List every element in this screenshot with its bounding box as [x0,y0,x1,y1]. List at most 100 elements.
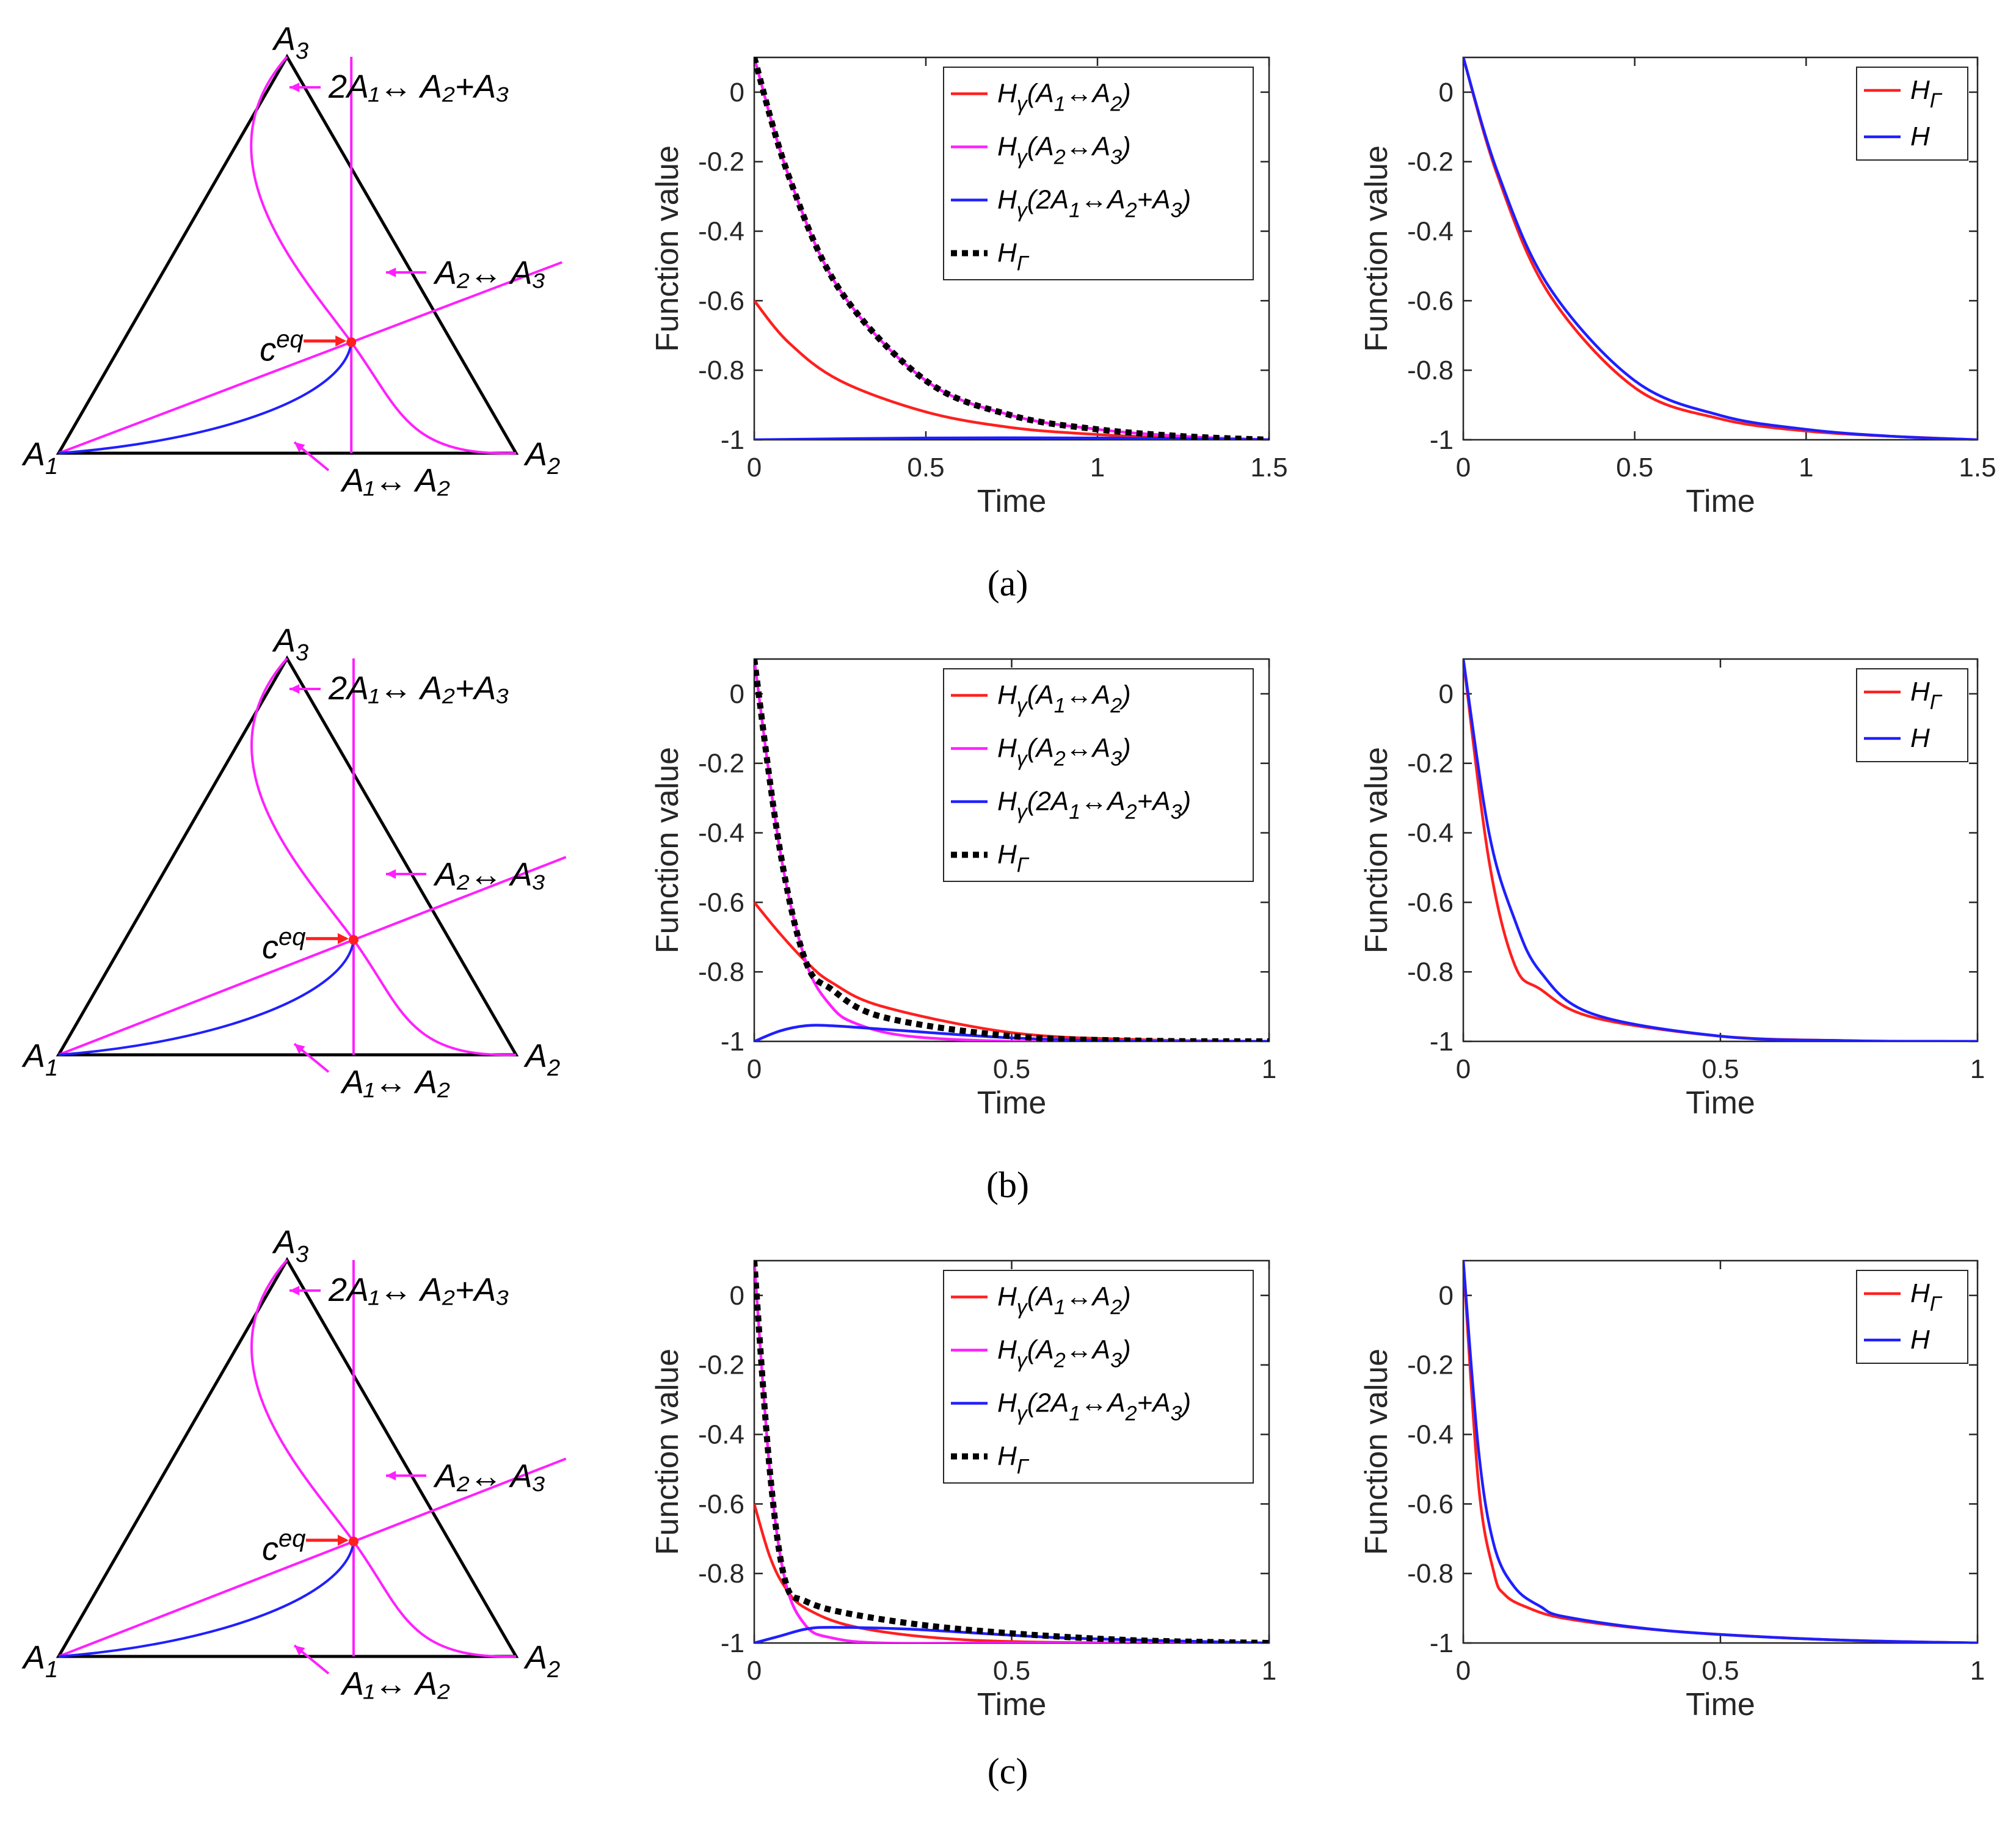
ceq-label: ceq [260,326,304,368]
reaction-arrow-2a1-head [289,1286,300,1295]
equilibrium-curve [250,1259,517,1658]
reaction-arrow-a1a2-head [294,1645,305,1656]
vertex-label-a1: A1 [21,1639,58,1683]
y-tick-label: -0.2 [698,749,744,779]
reaction-arrow-a1a2-head [294,1044,305,1054]
series-line-Hγ(A1↔A2) [754,1503,1269,1643]
y-axis-label: Function value [650,1349,685,1555]
simplex-triangle [56,53,519,455]
x-axis-label: Time [1686,1687,1755,1722]
y-axis-label: Function value [1359,747,1394,953]
x-tick-label: 0.5 [1701,1656,1739,1686]
y-axis-label: Function value [1359,1349,1394,1555]
legend-label: Hγ(2A1↔A2+A3) [997,185,1191,222]
legend-label: HΓ [997,840,1030,877]
y-tick-label: -1 [721,1628,744,1658]
y-tick-label: 0 [1439,1281,1454,1311]
legend-box [943,1270,1254,1484]
reaction-label-2a1: 2A₁↔ A₂+A₃ [328,670,509,707]
legend-label: H [1910,1325,1930,1355]
series-line-H [1463,1261,1978,1643]
x-tick-label: 1 [1090,453,1105,483]
vertex-label-a2: A2 [523,436,560,479]
y-tick-label: -0.6 [1407,1489,1454,1519]
chart-c-right: 0 0.5 1 0 -0.2 -0.4 -0.6 -0.8 -1 Time Function val… [1359,1259,1985,1722]
equilibrium-point [348,1536,358,1546]
y-tick-label: -1 [1430,425,1454,455]
ceq-arrowhead [335,335,347,347]
x-tick-label: 0.5 [907,453,944,483]
x-tick-label: 0 [747,453,762,483]
y-tick-label: -0.4 [698,1420,744,1450]
reaction-label-a2a3: A₂↔ A₃ [433,1458,545,1495]
x-axis-label: Time [977,484,1047,519]
y-tick-label: 0 [730,679,744,709]
y-tick-label: -0.8 [1407,1559,1454,1589]
vertex-label-a3: A3 [272,622,308,666]
x-tick-label: 1 [1970,1054,1985,1084]
legend-label: Hγ(2A1↔A2+A3) [997,787,1191,824]
reaction-label-a1a2: A₁↔ A₂ [340,462,450,499]
y-tick-label: -0.6 [1407,286,1454,316]
legend-label: Hγ(A2↔A3) [997,132,1131,169]
legend-label: HΓ [997,1441,1030,1479]
reaction-label-2a1: 2A₁↔ A₂+A₃ [328,68,509,105]
legend-label: Hγ(A2↔A3) [997,734,1131,771]
legend-label: Hγ(A2↔A3) [997,1335,1131,1372]
equilibrium-point [346,337,357,348]
reaction-arrow-2a1-head [289,684,300,694]
ceq-label: ceq [262,923,306,966]
y-tick-label: 0 [1439,78,1454,107]
x-tick-label: 1 [1799,453,1813,483]
x-tick-label: 1.5 [1959,453,1996,483]
y-tick-label: -0.6 [1407,887,1454,917]
trajectory-curve [58,1541,355,1658]
y-tick-label: -0.8 [698,355,744,385]
x-tick-label: 1 [1262,1656,1276,1686]
ceq-arrowhead [337,1534,349,1546]
series-group [754,1261,1269,1643]
caption: (a) [988,563,1028,603]
y-tick-label: 0 [730,1281,744,1311]
y-axis-label: Function value [650,145,685,352]
y-tick-label: -0.2 [1407,147,1454,177]
trajectory-curve [58,342,353,454]
legend-box [943,668,1254,882]
x-axis-label: Time [1686,1085,1755,1121]
x-tick-label: 0 [1456,453,1471,483]
y-tick-label: -0.6 [698,1489,744,1519]
reaction-arrow-a1a2-head [294,442,305,453]
y-tick-label: -0.4 [698,818,744,848]
ceq-arrowhead [337,933,349,944]
vertex-label-a3: A3 [272,21,308,64]
reaction-arrow-2a1-head [289,82,300,92]
series-group [1463,659,1978,1041]
y-tick-label: 0 [1439,679,1454,709]
vertex-label-a1: A1 [21,1038,58,1081]
y-tick-label: -0.6 [698,887,744,917]
series-line-H [1463,659,1978,1041]
series-line-H [1463,57,1978,440]
ceq-label: ceq [262,1525,306,1567]
y-tick-label: -0.8 [1407,957,1454,987]
legend-label: HΓ [997,238,1030,275]
x-axis-label: Time [977,1085,1047,1121]
x-tick-label: 1 [1970,1656,1985,1686]
x-tick-label: 0.5 [993,1656,1030,1686]
row-b: ceq A1 A2 A3 2A₁↔ A₂+A₃ A₂↔ A₃ A₁↔ A₂ 0 0.5 1 0 -0.… [21,622,1985,1121]
series-group [754,659,1269,1041]
series-line-HΓ [754,659,1269,1041]
legend-label: H [1910,723,1930,753]
reaction-arrow-a2a3-head [386,268,396,277]
legend-box [1856,1270,1968,1364]
series-line-Hγ(A2↔A3) [754,1261,1269,1643]
series-line-Hγ(A1↔A2) [754,901,1269,1041]
y-tick-label: -0.2 [1407,1350,1454,1380]
reaction-label-a2a3: A₂↔ A₃ [433,856,545,893]
x-axis-label: Time [1686,484,1755,519]
y-tick-label: -0.4 [1407,818,1454,848]
equilibrium-curve [250,56,517,455]
vertex-label-a3: A3 [272,1224,308,1267]
